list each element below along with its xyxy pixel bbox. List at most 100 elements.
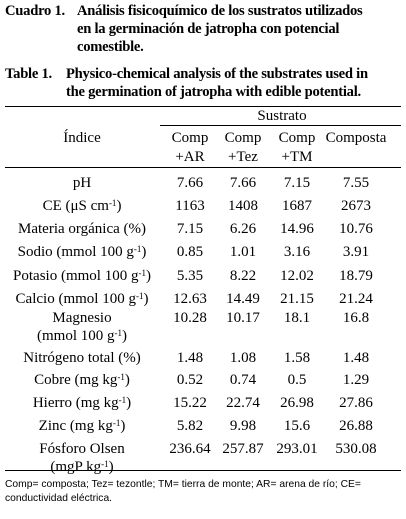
- table-cell: 1.48: [176, 350, 204, 366]
- row-label-suffix: ): [124, 372, 130, 388]
- row-label-text: Magnesio: [52, 310, 112, 326]
- row-label: Nitrógeno total (%): [23, 350, 140, 367]
- table-cell: 5.35: [176, 268, 204, 284]
- table-cell: 10.17: [226, 310, 260, 326]
- row-label-superscript: -1: [133, 244, 142, 254]
- table-cell: 1687: [282, 198, 312, 214]
- row-label-superscript: -1: [112, 418, 121, 428]
- table-cell: 15.6: [283, 418, 311, 434]
- table-cell: 1.01: [229, 244, 257, 260]
- row-label-text: Zinc (mg kg: [38, 418, 113, 434]
- caption-spanish-label: Cuadro 1.: [5, 3, 65, 19]
- table-cell: 1163: [175, 198, 205, 214]
- table-cell: 10.28: [173, 310, 207, 326]
- row-label-suffix: ): [108, 459, 114, 475]
- row-label-suffix: ): [122, 328, 127, 344]
- table-cell: 14.96: [280, 221, 314, 237]
- column-header-2: Comp: [224, 130, 262, 146]
- row-label: Sodio (mmol 100 g-1): [18, 244, 147, 261]
- row-label-text: Calcio (mmol 100 g: [15, 291, 136, 307]
- row-label: Cobre (mg kg-1): [34, 372, 130, 389]
- table-cell: 1.58: [283, 350, 311, 366]
- row-label-suffix: ): [141, 244, 147, 260]
- table-cell: 257.87: [222, 441, 264, 457]
- column-header-2-line-2: +Tez: [228, 149, 258, 165]
- table-cell: 0.85: [176, 244, 204, 260]
- row-label-suffix: ): [116, 198, 122, 214]
- row-label: Materia orgánica (%): [18, 221, 146, 238]
- row-label-text: (mmol 100 g: [37, 328, 115, 344]
- sustrato-underline: [160, 125, 401, 126]
- index-header: Índice: [63, 130, 101, 146]
- footnote-line-2: conductividad eléctrica.: [5, 493, 113, 504]
- row-label-text: CE (μS cm: [42, 198, 109, 214]
- table-cell: 12.02: [280, 268, 314, 284]
- table-cell: 530.08: [335, 441, 377, 457]
- row-label-line-2: (mgP kg-1): [50, 459, 113, 476]
- row-label-superscript: -1: [114, 328, 123, 338]
- footnote-line-1: Comp= composta; Tez= tezontle; TM= tierr…: [5, 479, 361, 490]
- caption-spanish-line-3: comestible.: [77, 39, 144, 55]
- row-label-superscript: -1: [117, 372, 125, 382]
- row-label-text: Potasio (mmol 100 g: [13, 268, 139, 284]
- row-label-text: pH: [72, 175, 92, 191]
- sustrato-header: Sustrato: [257, 108, 307, 124]
- table-cell: 18.1: [283, 310, 311, 326]
- row-label: Fósforo Olsen: [39, 441, 124, 458]
- caption-spanish-line-1: Análisis fisicoquímico de los sustratos …: [77, 3, 363, 19]
- row-label-suffix: ): [145, 268, 151, 284]
- row-label-text: Sodio (mmol 100 g: [17, 244, 134, 260]
- row-label-text: Nitrógeno total (%): [23, 350, 141, 366]
- row-label: Potasio (mmol 100 g-1): [13, 268, 151, 285]
- row-label-superscript: -1: [138, 268, 146, 278]
- row-label-suffix: ): [143, 291, 149, 307]
- row-label: Calcio (mmol 100 g-1): [16, 291, 149, 308]
- row-label-text: Fósforo Olsen: [39, 441, 125, 457]
- table-cell: 7.15: [176, 221, 204, 237]
- table-cell: 26.88: [339, 418, 373, 434]
- row-label-superscript: -1: [101, 459, 109, 469]
- table-cell: 10.76: [339, 221, 373, 237]
- table-cell: 2673: [341, 198, 371, 214]
- table-top-rule: [5, 106, 401, 108]
- caption-spanish-line-2: en la germinación de jatropha con potenc…: [77, 21, 340, 37]
- row-label-superscript: -1: [135, 291, 144, 301]
- caption-english: Table 1. Physico-chemical analysis of th…: [5, 65, 403, 101]
- table-cell: 26.98: [280, 395, 314, 411]
- row-label-text: Hierro (mg kg: [32, 395, 119, 411]
- row-label: CE (μS cm-1): [43, 198, 122, 215]
- row-label-superscript: -1: [118, 395, 127, 405]
- table-cell: 1.08: [229, 350, 257, 366]
- table-cell: 15.22: [173, 395, 207, 411]
- row-label-text: (mgP kg: [50, 459, 102, 475]
- footnote: Comp= composta; Tez= tezontle; TM= tierr…: [5, 478, 403, 506]
- row-label: Magnesio: [52, 310, 111, 327]
- table-cell: 0.74: [229, 372, 257, 388]
- caption-english-line-2: the germination of jatropha with edible …: [66, 84, 361, 100]
- table-cell: 7.66: [229, 175, 257, 191]
- column-header-4: Composta: [325, 130, 387, 146]
- table-cell: 27.86: [339, 395, 373, 411]
- column-header-3: Comp: [278, 130, 316, 146]
- row-label-text: Materia orgánica (%): [18, 221, 146, 237]
- table-cell: 21.15: [280, 291, 314, 307]
- table-cell: 1408: [228, 198, 258, 214]
- caption-spanish: Cuadro 1. Análisis fisicoquímico de los …: [5, 2, 403, 56]
- table-cell: 7.66: [176, 175, 204, 191]
- table-cell: 7.15: [283, 175, 311, 191]
- row-label-suffix: ): [126, 395, 132, 411]
- row-label-text: Cobre (mg kg: [34, 372, 118, 388]
- row-label-superscript: -1: [108, 198, 117, 208]
- row-label-line-2: (mmol 100 g-1): [37, 328, 127, 345]
- table-cell: 0.5: [287, 372, 307, 388]
- table-cell: 3.16: [283, 244, 311, 260]
- table-cell: 1.29: [342, 372, 370, 388]
- table-bottom-rule: [5, 470, 401, 472]
- table-cell: 1.48: [342, 350, 370, 366]
- table-cell: 16.8: [342, 310, 370, 326]
- table-cell: 21.24: [339, 291, 373, 307]
- column-header-1-line-2: +AR: [175, 149, 205, 165]
- table-cell: 5.82: [176, 418, 204, 434]
- table-cell: 8.22: [229, 268, 257, 284]
- table-cell: 6.26: [229, 221, 257, 237]
